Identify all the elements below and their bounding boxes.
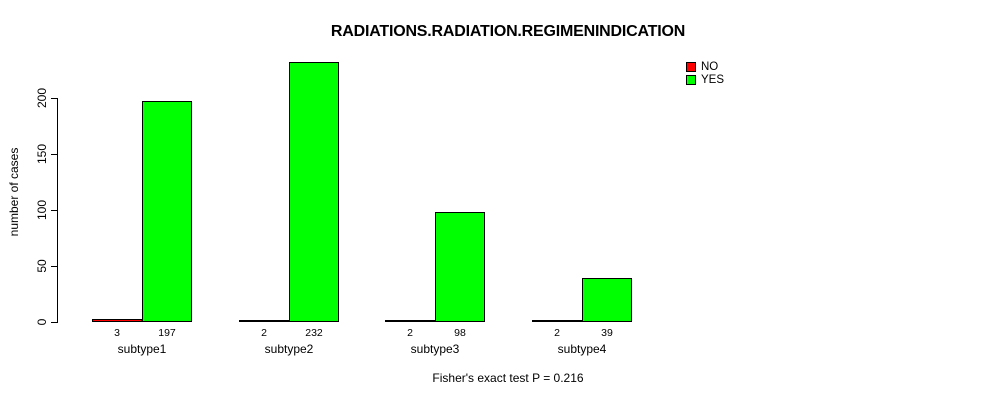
bar-no-subtype3	[385, 320, 435, 322]
category-label-subtype2: subtype2	[264, 342, 314, 356]
bar-no-subtype4	[532, 320, 582, 322]
bar-no-subtype2	[239, 320, 289, 322]
legend-item-no: NO	[686, 61, 724, 74]
y-axis-tick	[51, 210, 57, 211]
category-label-subtype4: subtype4	[557, 342, 607, 356]
y-axis-tick-label: 50	[35, 259, 49, 273]
category-label-subtype1: subtype1	[117, 342, 167, 356]
chart-title: RADIATIONS.RADIATION.REGIMENINDICATION	[330, 23, 686, 40]
y-axis-tick-label: 100	[35, 199, 49, 221]
y-axis-line	[57, 98, 58, 323]
bar-value-label: 2	[554, 327, 560, 339]
bar-yes-subtype3	[435, 212, 485, 322]
bar-no-subtype1	[92, 319, 142, 322]
bar-yes-subtype2	[289, 62, 339, 322]
legend-item-yes: YES	[686, 74, 724, 87]
y-axis-tick	[51, 98, 57, 99]
bar-value-label: 98	[454, 327, 466, 339]
bar-yes-subtype1	[142, 101, 192, 322]
bar-value-label: 39	[601, 327, 613, 339]
y-axis-tick	[51, 154, 57, 155]
legend-label-yes: YES	[701, 73, 725, 86]
y-axis-tick	[51, 322, 57, 323]
footnote: Fisher's exact test P = 0.216	[432, 371, 584, 385]
bar-value-label: 2	[261, 327, 267, 339]
bar-value-label: 3	[114, 327, 120, 339]
bar-yes-subtype4	[582, 278, 632, 322]
y-axis-tick-label: 200	[35, 87, 49, 109]
legend-swatch-no	[686, 62, 696, 73]
y-axis-label: number of cases	[7, 147, 21, 237]
bar-value-label: 197	[158, 327, 176, 339]
y-axis-tick-label: 150	[35, 143, 49, 165]
bar-value-label: 2	[407, 327, 413, 339]
y-axis-tick-label: 0	[35, 318, 49, 326]
legend: NO YES	[686, 61, 724, 86]
legend-swatch-yes	[686, 74, 696, 85]
category-label-subtype3: subtype3	[410, 342, 460, 356]
bar-value-label: 232	[305, 327, 323, 339]
legend-label-no: NO	[701, 61, 719, 74]
y-axis-tick	[51, 266, 57, 267]
